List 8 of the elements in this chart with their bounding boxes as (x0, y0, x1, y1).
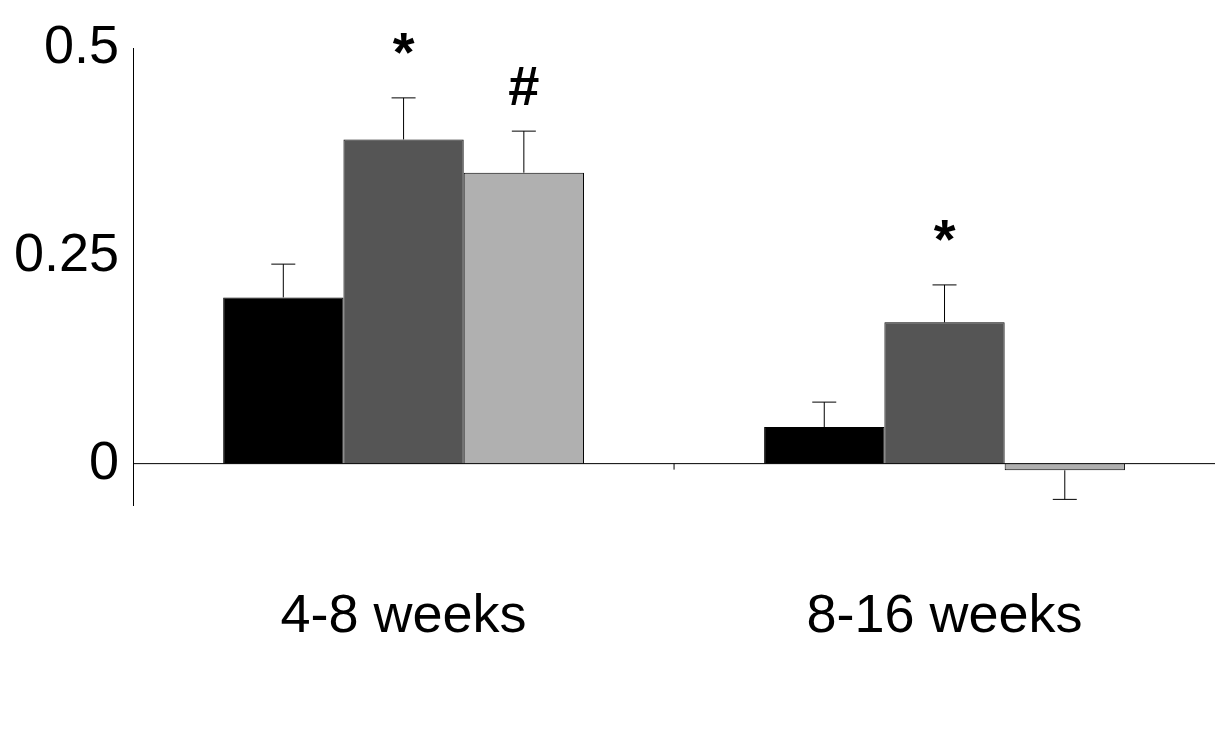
x-tick-label: 8-16 weeks (806, 583, 1083, 644)
y-tick-label: 0.25 (13, 221, 120, 282)
y-tick-label: 0 (89, 429, 120, 490)
y-tick-label: 0.5 (44, 13, 120, 74)
annotation: # (508, 53, 540, 117)
annotation: * (933, 207, 956, 271)
x-tick-label: 4-8 weeks (280, 583, 527, 644)
annotation: * (392, 20, 415, 84)
